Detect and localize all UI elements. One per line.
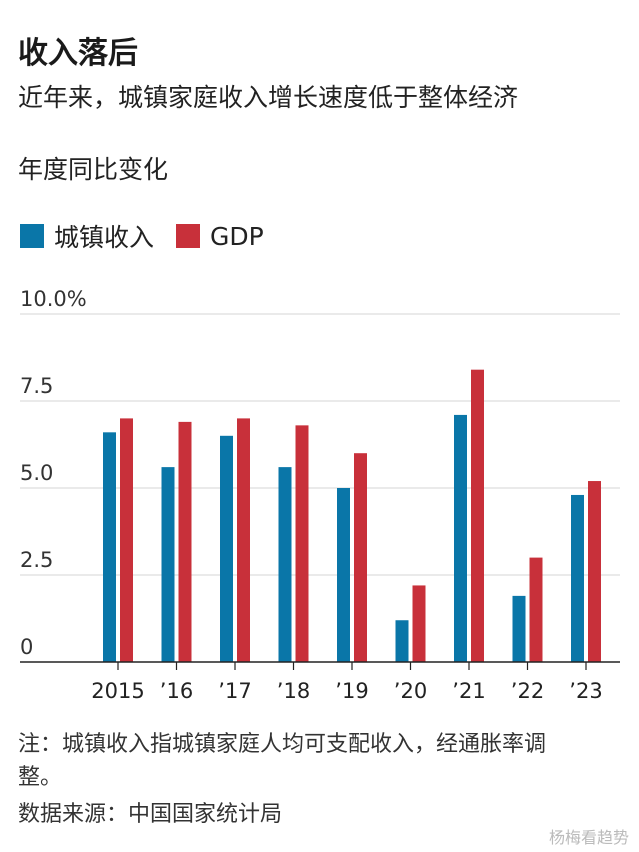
x-tick-label: ’21 [452, 679, 485, 703]
legend-swatch-gdp [176, 224, 201, 248]
unit-label: 年度同比变化 [18, 155, 169, 184]
x-tick-label: ’16 [160, 679, 193, 703]
bar-urban-income [161, 467, 175, 662]
x-tick-label: ’22 [511, 679, 544, 703]
bar-urban-income [278, 467, 292, 662]
bar-urban-income [571, 494, 584, 662]
x-tick-label: ’18 [277, 679, 310, 703]
bar-gdp [178, 421, 192, 662]
footnote: 注：城镇收入指城镇家庭人均可支配收入，经通胀率调整。 [18, 732, 547, 790]
bar-urban-income [512, 595, 526, 662]
x-tick-label: ’17 [218, 679, 251, 703]
legend-label-urban-income: 城镇收入 [54, 223, 155, 252]
x-tick-label: ’20 [394, 679, 427, 703]
chart-title: 收入落后 [18, 36, 138, 71]
bar-gdp [471, 369, 484, 662]
legend-item-urban-income: 城镇收入 [20, 218, 154, 254]
y-tick-label: 7.5 [20, 374, 53, 398]
y-tick-label: 10.0% [20, 287, 87, 311]
bar-gdp [120, 418, 133, 662]
y-tick-label: 2.5 [20, 548, 53, 572]
chart-subtitle: 近年来，城镇家庭收入增长速度低于整体经济 [18, 83, 519, 112]
legend-label-gdp: GDP [210, 221, 264, 251]
bar-gdp [412, 585, 426, 662]
y-tick-label: 5.0 [20, 461, 53, 485]
bar-gdp [588, 481, 601, 662]
bar-urban-income [454, 414, 467, 662]
x-tick-label: ’23 [569, 679, 602, 703]
bar-urban-income [395, 620, 409, 662]
source-note: 数据来源：中国国家统计局 [18, 802, 283, 827]
bar-urban-income [337, 488, 350, 662]
bar-gdp [529, 557, 543, 662]
x-tick-label: 2015 [91, 679, 144, 703]
bar-urban-income [220, 435, 233, 662]
watermark: 杨梅看趋势 [548, 828, 629, 847]
bar-gdp [295, 425, 309, 662]
legend: 城镇收入 GDP [20, 218, 286, 254]
bar-gdp [354, 453, 367, 662]
bar-urban-income [103, 432, 116, 662]
y-tick-label: 0 [20, 635, 33, 659]
legend-item-gdp: GDP [176, 222, 264, 251]
x-tick-label: ’19 [335, 679, 368, 703]
legend-swatch-urban-income [20, 224, 44, 248]
bar-chart: 0 2.5 5.0 7.5 10.0% 2015 ’16 ’17 ’18 ’19 ’20 ’21 ’22… [20, 287, 620, 703]
bar-gdp [237, 418, 250, 662]
